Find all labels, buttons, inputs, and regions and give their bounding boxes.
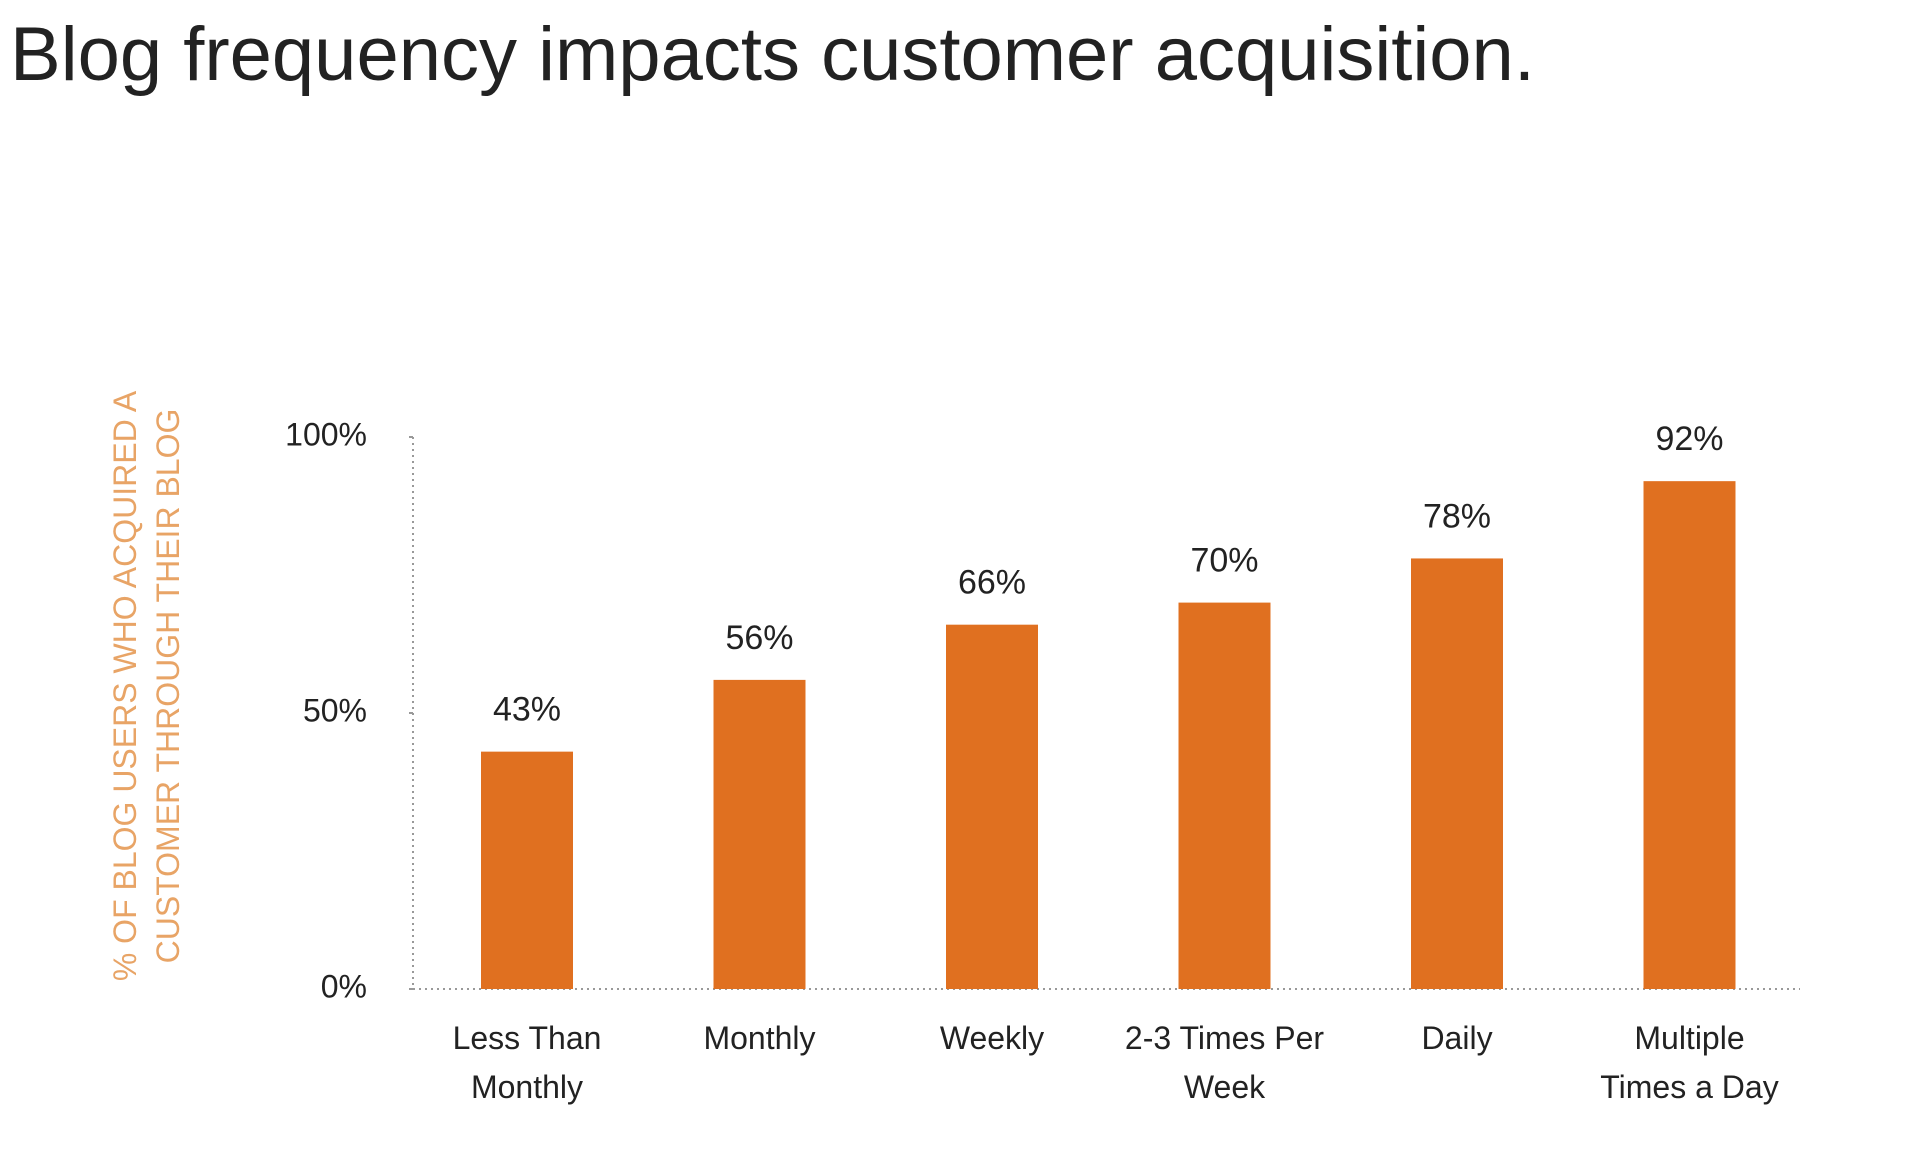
text-line: Less Than	[453, 1020, 602, 1056]
value-label: 78%	[1423, 497, 1491, 535]
bar	[1178, 602, 1271, 989]
y-tick-label: 50%	[303, 692, 367, 728]
x-tick-label: 2-3 Times Per Week	[1125, 1020, 1325, 1105]
text-line: Multiple	[1634, 1020, 1744, 1056]
value-label: 66%	[958, 564, 1026, 602]
text-line: Weekly	[940, 1020, 1044, 1056]
bar	[1643, 481, 1736, 989]
text-line: 2-3 Times Per	[1125, 1020, 1325, 1056]
bar	[481, 751, 573, 989]
text-line: CUSTOMER THROUGH THEIR BLOG	[150, 409, 186, 964]
bar	[1411, 558, 1503, 989]
text-line: Monthly	[471, 1069, 583, 1105]
text-line: Daily	[1421, 1020, 1492, 1056]
x-tick-label: Multiple Times a Day	[1600, 1020, 1778, 1105]
text-line: Monthly	[703, 1020, 815, 1056]
chart-title: Blog frequency impacts customer acquisit…	[10, 12, 1535, 97]
y-tick-label: 0%	[321, 968, 367, 1004]
x-tick-label: Less Than Monthly	[453, 1020, 602, 1105]
text-line: % OF BLOG USERS WHO ACQUIRED A	[107, 390, 143, 981]
text-line: Times a Day	[1600, 1069, 1778, 1105]
value-label: 70%	[1190, 542, 1258, 580]
x-tick-label: Weekly	[940, 1020, 1044, 1056]
x-tick-label: Daily	[1421, 1020, 1492, 1056]
value-label: 92%	[1655, 420, 1723, 458]
text-line: Week	[1184, 1069, 1266, 1105]
bar	[713, 679, 806, 989]
y-tick-label: 100%	[285, 416, 367, 452]
value-label: 43%	[493, 691, 561, 729]
y-axis-label: % OF BLOG USERS WHO ACQUIRED A CUSTOMER T…	[107, 390, 186, 981]
x-tick-label: Monthly	[703, 1020, 815, 1056]
value-label: 56%	[725, 619, 793, 657]
bar	[946, 624, 1038, 989]
